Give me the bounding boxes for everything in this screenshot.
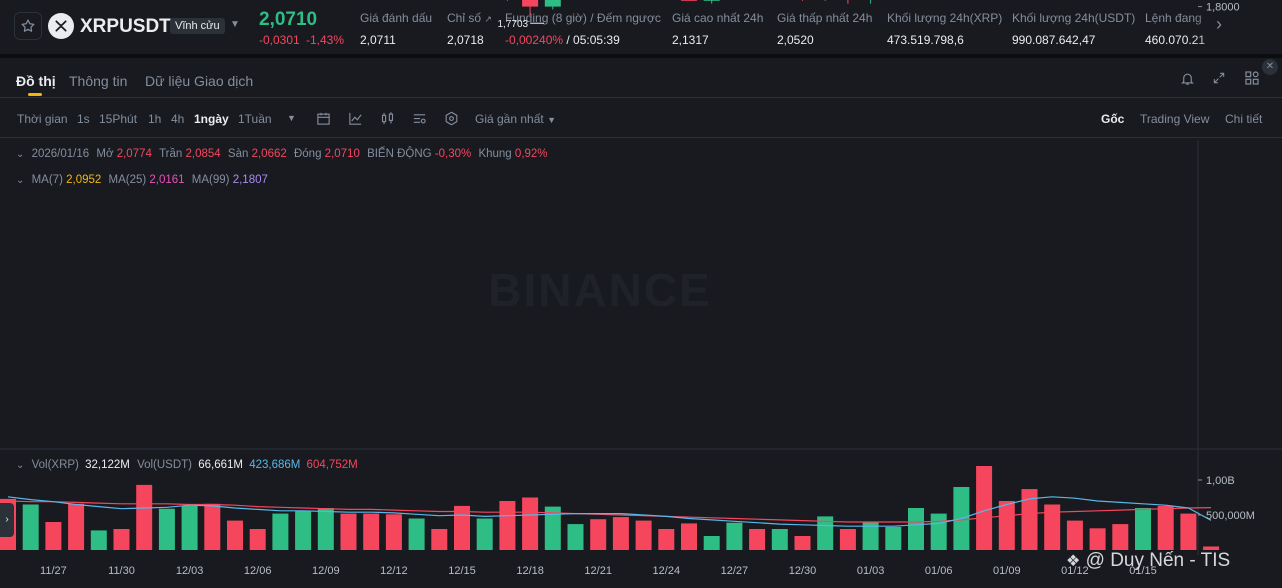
chart-settings-icon[interactable] [410,109,428,127]
scroll-right-icon[interactable]: › [1216,14,1222,34]
change-label: BIẾN ĐỘNG [367,148,432,160]
layout-grid-icon[interactable] [1242,68,1262,88]
candle-type-icon[interactable] [378,109,396,127]
ticker-bar: XRPUSDT Vĩnh cửu ▼ 2,0710 -0,0301 -1,43%… [0,0,1282,54]
volume-legend: ⌄ Vol(XRP) 32,122M Vol(USDT) 66,661M 423… [16,459,358,471]
xrp-logo-icon [48,13,74,39]
gear-icon[interactable] [442,109,460,127]
volume-usdt-value: 990.087.642,47 [1012,33,1096,47]
high-24h-label: Giá cao nhất 24h [672,11,764,25]
price-type-dropdown-icon[interactable]: ▼ [547,115,556,125]
open-label: Mở [96,148,114,160]
price-type-value: Giá gần nhất [475,112,544,126]
funding-value: -0,00240% / 05:05:39 [505,33,620,47]
indicator-icon[interactable] [346,109,364,127]
mark-price-label: Giá đánh dấu [360,11,433,25]
vol-usdt-value: 66,661M [198,459,243,471]
time-label: Thời gian [17,112,68,126]
interval-1h[interactable]: 1h [148,112,162,126]
mark-price-value: 2,0711 [360,33,396,47]
vol-collapse-icon[interactable]: ⌄ [16,460,25,471]
low-value: 2,0662 [251,148,287,160]
volume-xrp-value: 473.519.798,6 [887,33,964,47]
ma99-value: 2,1807 [232,174,268,186]
change-value: -0,30% [434,148,472,160]
ohlc-legend: ⌄ 2026/01/16 Mở 2,0774 Trần 2,0854 Sàn 2… [16,148,548,160]
price-change: -0,0301 [259,33,300,47]
index-price-label: Chỉ số ↗ [447,11,492,25]
vol-ma2-value: 604,752M [306,459,358,471]
close-label: Đóng [293,148,322,160]
funding-countdown: / 05:05:39 [566,33,620,47]
interval-15m[interactable]: 15Phút [99,112,138,126]
volume-xrp-label: Khối lượng 24h(XRP) [887,11,1003,25]
legend-collapse-icon[interactable]: ⌄ [16,149,25,160]
external-link-icon[interactable]: ↗ [484,14,492,24]
range-value: 0,92% [514,148,548,160]
ma7-value: 2,0952 [66,174,102,186]
interval-1d[interactable]: 1ngày [194,112,229,126]
price-type-select[interactable]: Giá gần nhất ▼ [475,112,556,126]
tab-trading-data[interactable]: Dữ liệu Giao dịch [145,73,254,89]
credit-text: @ Duy Nến - TIS [1085,550,1231,571]
ma7-label: MA(7) [31,174,63,186]
chart-panel: Đồ thị Thông tin Dữ liệu Giao dịch ✕ Thờ… [0,58,1282,588]
view-tradingview[interactable]: Trading View [1140,112,1210,126]
toolbar-divider [0,137,1282,138]
ohlc-date: 2026/01/16 [31,148,90,160]
funding-rate: -0,00240% [505,33,564,47]
contract-type-badge[interactable]: Vĩnh cửu [170,18,225,34]
range-label: Khung [478,148,512,160]
volume-usdt-label: Khối lượng 24h(USDT) [1012,11,1136,25]
funding-label: Funding (8 giờ) / Đếm ngược [505,11,661,25]
low-24h-value: 2,0520 [777,33,814,47]
diamond-logo-icon: ❖ [1066,553,1081,570]
high-label: Trần [159,148,183,160]
interval-dropdown-icon[interactable]: ▼ [287,113,296,123]
credit-watermark: ❖ @ Duy Nến - TIS [1066,550,1230,572]
vol-xrp-value: 32,122M [85,459,130,471]
tab-chart[interactable]: Đồ thị [16,73,56,89]
symbol-dropdown-icon[interactable]: ▼ [230,19,240,30]
expand-icon[interactable] [1209,68,1229,88]
view-depth[interactable]: Chi tiết [1225,112,1263,126]
index-price-label-text: Chỉ số [447,11,482,25]
ma-collapse-icon[interactable]: ⌄ [16,175,25,186]
bell-icon[interactable] [1177,68,1197,88]
close-value: 2,0710 [324,148,360,160]
chart-scroll-left-handle[interactable]: › [0,503,14,537]
ma25-value: 2,0161 [149,174,185,186]
vol-xrp-label: Vol(XRP) [31,459,79,471]
ma25-label: MA(25) [108,174,147,186]
tab-info[interactable]: Thông tin [69,73,128,89]
high-24h-value: 2,1317 [672,33,709,47]
last-price: 2,0710 [259,9,318,30]
favorite-star-icon[interactable] [14,12,42,40]
ma99-label: MA(99) [191,174,230,186]
low-label: Sàn [227,148,249,160]
open-value: 2,0774 [116,148,152,160]
index-price-value: 2,0718 [447,33,484,47]
tabs-divider [0,97,1282,98]
interval-1w[interactable]: 1Tuần [238,112,272,126]
interval-1s[interactable]: 1s [77,112,90,126]
interval-4h[interactable]: 4h [171,112,185,126]
vol-ma1-value: 423,686M [249,459,301,471]
open-interest-label: Lệnh đang [1145,11,1202,25]
high-value: 2,0854 [185,148,221,160]
tab-chart-underline [28,93,42,96]
calendar-icon[interactable] [314,109,332,127]
ma-legend: ⌄ MA(7) 2,0952 MA(25) 2,0161 MA(99) 2,18… [16,174,268,186]
stats-fade [1190,0,1282,54]
vol-usdt-label: Vol(USDT) [137,459,193,471]
symbol-name[interactable]: XRPUSDT [80,16,171,37]
price-change-pct: -1,43% [306,33,345,47]
low-24h-label: Giá thấp nhất 24h [777,11,873,25]
view-original[interactable]: Gốc [1101,112,1125,126]
panel-close-icon[interactable]: ✕ [1262,59,1278,75]
